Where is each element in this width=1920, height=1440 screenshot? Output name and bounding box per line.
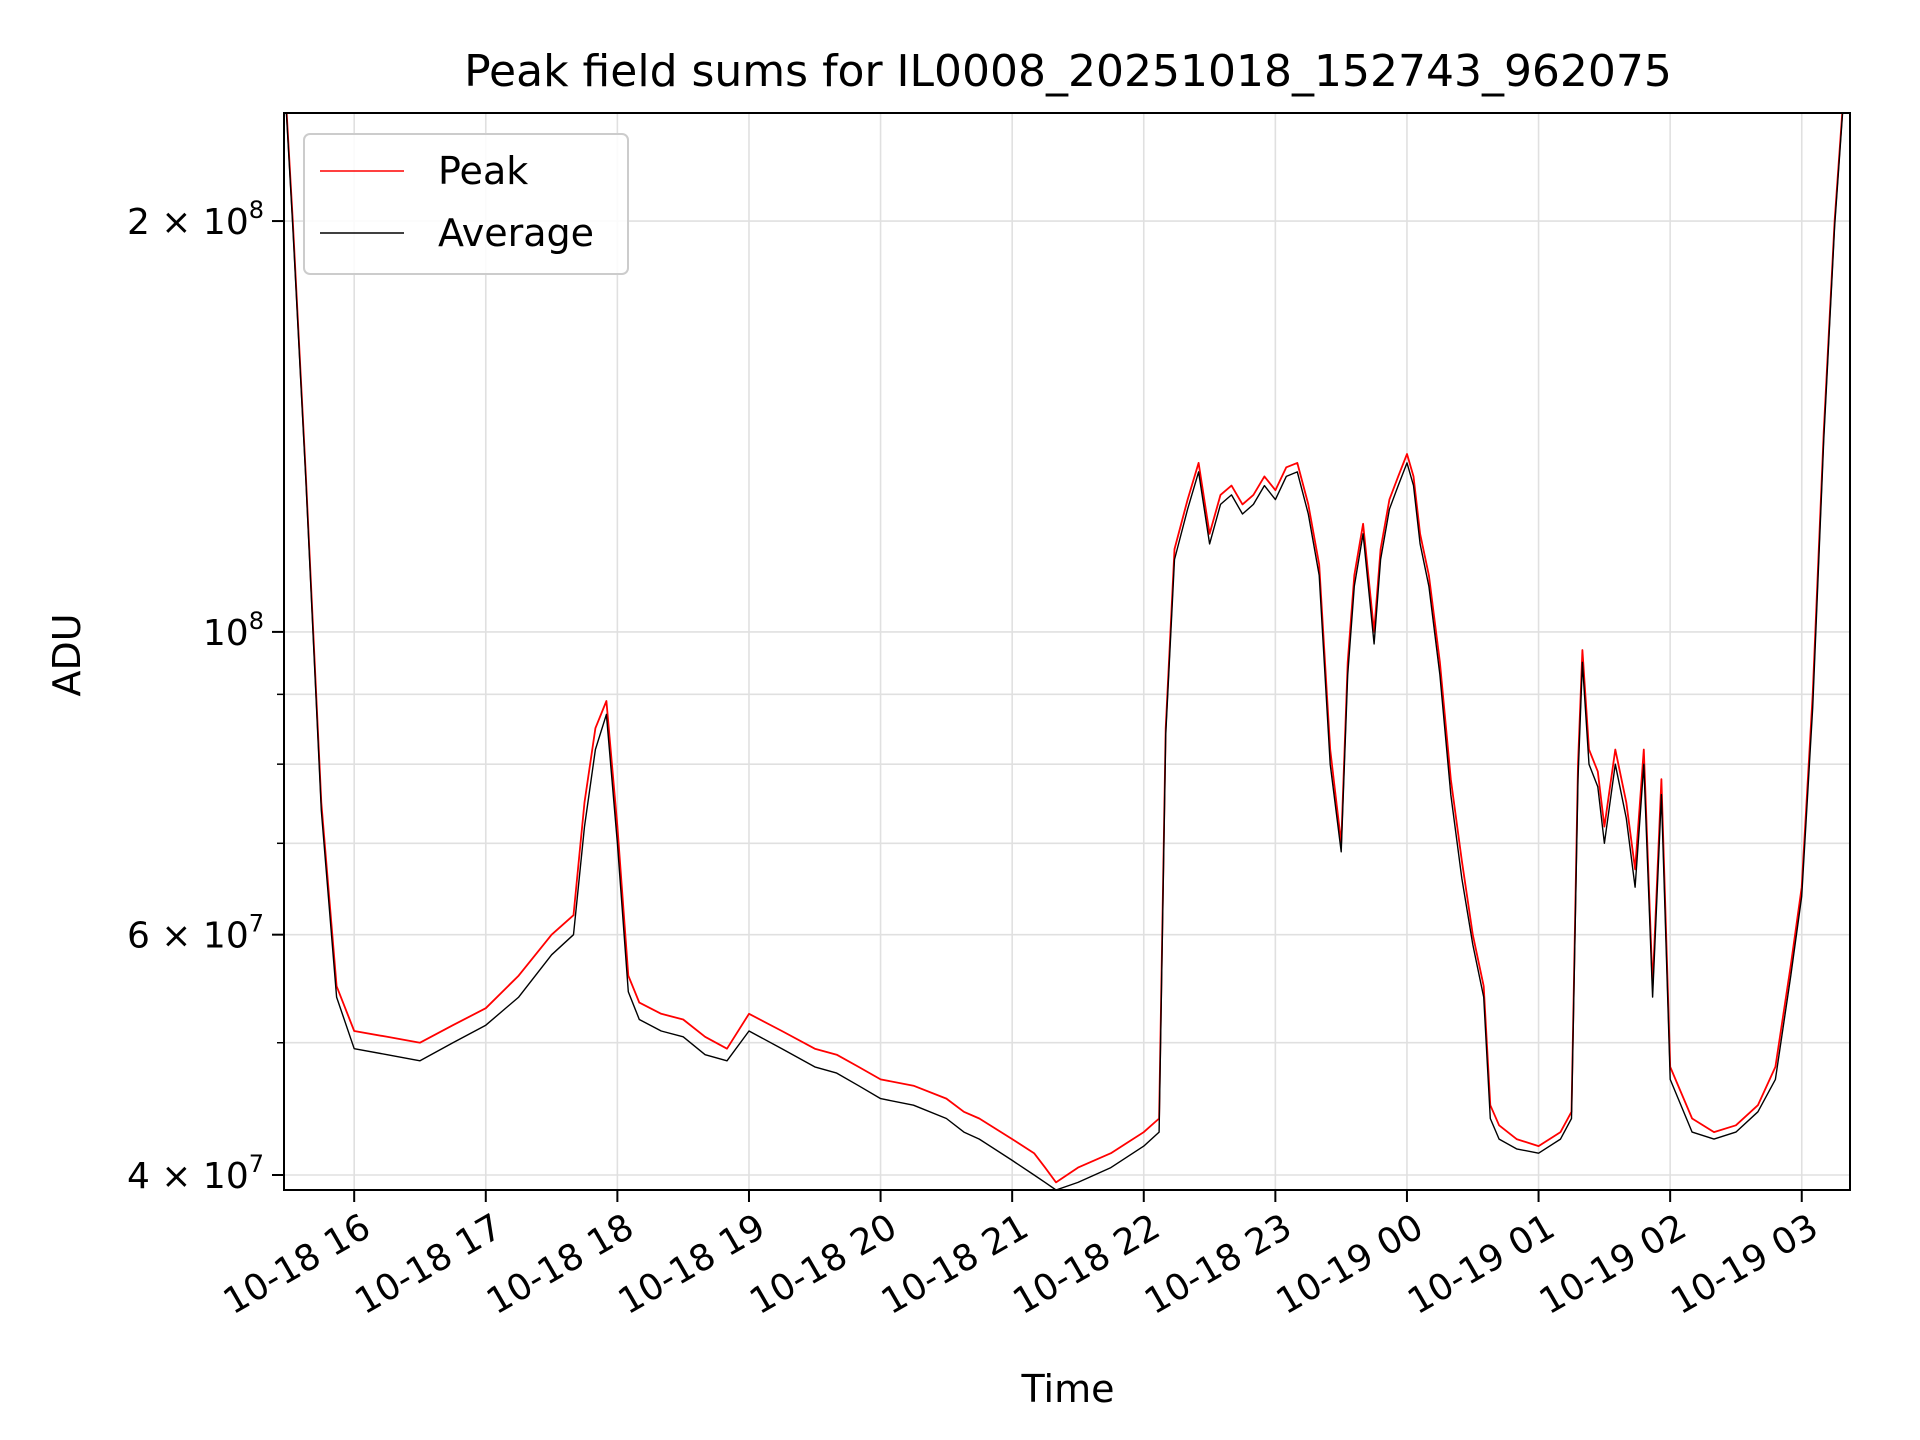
legend-label-peak: Peak [438,149,528,193]
x-axis-label: Time [1021,1367,1115,1411]
y-tick-label-base: 4 × 10 [127,1156,249,1197]
y-tick-label-exponent: 7 [249,1150,264,1178]
y-tick-label-exponent: 7 [249,910,264,938]
y-tick-label-base: 6 × 10 [127,916,249,957]
series-layer [285,113,1844,1190]
y-tick-label: 4 × 107 [127,1150,264,1197]
y-axis-label: ADU [45,613,89,696]
y-tick-label: 2 × 108 [127,196,264,243]
series-line-average [285,113,1844,1190]
chart-title: Peak field sums for IL0008_20251018_1527… [464,46,1672,97]
legend-label-average: Average [438,211,594,255]
plot-frame [283,112,1851,1191]
y-tick-label-exponent: 8 [249,607,264,635]
y-tick-label-base: 2 × 10 [127,202,249,243]
series-line-peak [285,113,1844,1184]
y-tick-label-base: 10 [203,613,249,654]
grid [284,113,1850,1190]
legend-box [303,133,629,275]
y-tick-label-exponent: 8 [249,196,264,224]
y-tick-label: 108 [203,607,264,654]
y-tick-label: 6 × 107 [127,910,264,957]
legend: Peak Average [303,133,629,275]
